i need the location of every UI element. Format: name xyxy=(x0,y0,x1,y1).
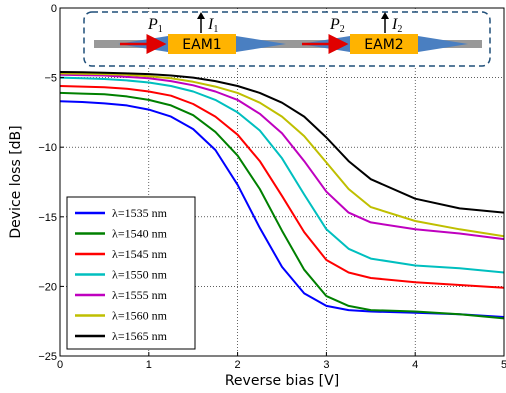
x-tick-label: 3 xyxy=(323,359,329,371)
eam1-label: EAM1 xyxy=(182,37,221,53)
x-tick-label: 0 xyxy=(57,359,63,371)
y-tick-label: −20 xyxy=(38,281,57,293)
x-tick-label: 5 xyxy=(501,359,506,371)
device-schematic-inset: EAM1 EAM2 P1 I1 P2 I2 xyxy=(84,12,490,66)
x-tick-label: 4 xyxy=(412,359,418,371)
y-tick-label: −5 xyxy=(44,73,57,85)
legend-label-1: λ=1535 nm xyxy=(112,206,168,220)
x-axis-label: Reverse bias [V] xyxy=(225,373,339,389)
y-axis-label: Device loss [dB] xyxy=(8,125,24,238)
legend-label-6: λ=1560 nm xyxy=(112,309,168,323)
x-tick-label: 2 xyxy=(235,359,241,371)
eam2-label: EAM2 xyxy=(364,37,403,53)
y-tick-label: −15 xyxy=(38,212,57,224)
legend-label-2: λ=1540 nm xyxy=(112,227,168,241)
legend-label-4: λ=1550 nm xyxy=(112,268,168,282)
legend: λ=1535 nm λ=1540 nm λ=1545 nm λ=1550 nm λ=15… xyxy=(67,197,195,349)
y-tick-label: −25 xyxy=(38,351,57,363)
y-tick-label: −10 xyxy=(38,142,57,154)
legend-label-5: λ=1555 nm xyxy=(112,288,168,302)
legend-label-3: λ=1545 nm xyxy=(112,247,168,261)
x-tick-label: 1 xyxy=(146,359,152,371)
y-tick-label: 0 xyxy=(51,3,57,15)
legend-label-7: λ=1565 nm xyxy=(112,329,168,343)
